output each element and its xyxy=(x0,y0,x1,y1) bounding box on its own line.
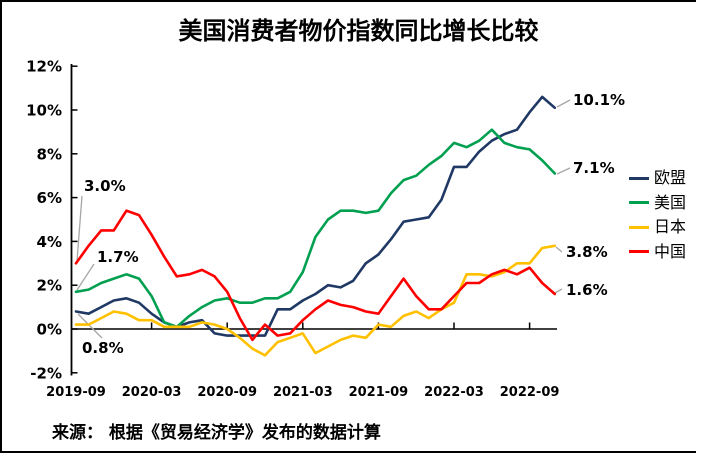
annotation-leader-line xyxy=(554,288,563,294)
annotation-leader-line xyxy=(77,313,103,339)
y-tick-label: 6% xyxy=(37,189,62,207)
legend-item-eu: 欧盟 xyxy=(629,166,686,191)
bottom-border xyxy=(0,451,696,453)
annotation-label-us-start: 1.7% xyxy=(97,248,139,266)
x-tick-label: 2022-03 xyxy=(424,385,484,400)
series-line-eu xyxy=(74,95,557,337)
annotation-leader-line xyxy=(556,167,571,175)
legend-item-japan: 日本 xyxy=(629,215,686,240)
x-tick-label: 2019-09 xyxy=(46,385,106,400)
legend-item-china: 中国 xyxy=(629,240,686,265)
annotation-leader-line xyxy=(556,99,571,108)
y-tick-label: 4% xyxy=(37,233,62,251)
series-line-us xyxy=(74,128,557,329)
y-tick-label: 2% xyxy=(37,277,62,295)
annotation-label-eu-start: 0.8% xyxy=(82,339,124,357)
legend-swatch-us xyxy=(629,201,649,205)
y-tick-label: 12% xyxy=(26,58,62,76)
legend-swatch-japan xyxy=(629,225,649,229)
left-border xyxy=(0,0,2,453)
x-tick-label: 2020-09 xyxy=(197,385,257,400)
legend-label-eu: 欧盟 xyxy=(654,168,687,188)
annotation-leader-line xyxy=(76,263,95,291)
annotation-label-china-start: 3.0% xyxy=(84,177,126,195)
legend-label-japan: 日本 xyxy=(654,217,687,237)
annotation-label-eu-end: 10.1% xyxy=(573,91,625,109)
series-line-japan xyxy=(74,244,557,357)
y-tick-label: 8% xyxy=(37,145,62,163)
legend-item-us: 美国 xyxy=(629,191,686,216)
annotation-label-japan-end: 3.8% xyxy=(566,243,608,261)
legend-label-us: 美国 xyxy=(654,192,687,212)
x-tick-label: 2022-09 xyxy=(500,385,560,400)
x-tick-label: 2021-03 xyxy=(273,385,333,400)
chart-title: 美国消费者物价指数同比增长比较 xyxy=(178,16,539,45)
legend-swatch-china xyxy=(629,250,649,254)
legend-label-china: 中国 xyxy=(654,241,687,261)
y-tick-label: 10% xyxy=(26,102,62,120)
x-tick-label: 2021-09 xyxy=(349,385,409,400)
x-tick-label: 2020-03 xyxy=(122,385,182,400)
annotation-leader-line xyxy=(76,195,83,262)
source-note: 来源： 根据《贸易经济学》发布的数据计算 xyxy=(52,423,381,443)
annotation-leader-line xyxy=(555,246,563,253)
y-tick-label: 0% xyxy=(37,321,62,339)
top-border xyxy=(0,0,696,2)
y-tick-label: -2% xyxy=(30,364,62,382)
series-line-china xyxy=(74,209,557,342)
legend: 欧盟 美国 日本 中国 xyxy=(629,166,686,264)
annotation-label-china-end: 1.6% xyxy=(566,281,608,299)
annotation-label-us-end: 7.1% xyxy=(573,159,615,177)
legend-swatch-eu xyxy=(629,176,649,180)
